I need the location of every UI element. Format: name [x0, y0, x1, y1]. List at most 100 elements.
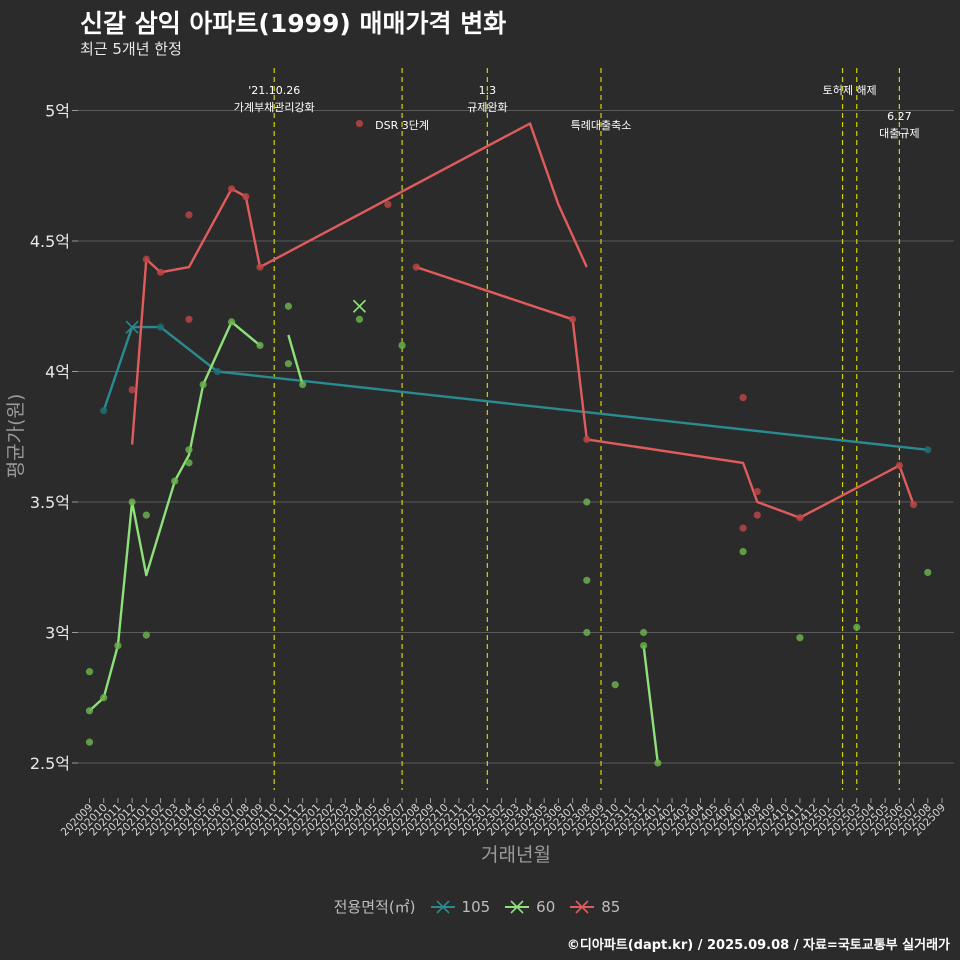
chart-title: 신갈 삼익 아파트(1999) 매매가격 변화	[80, 9, 507, 38]
data-point-60	[583, 628, 591, 637]
data-point-60	[185, 446, 193, 454]
data-point-60	[227, 318, 236, 326]
data-point-105	[156, 323, 165, 331]
event-label: 6.27	[887, 110, 912, 123]
event-label: 규제완화	[467, 101, 507, 114]
data-point-85	[242, 193, 250, 201]
legend-item-105: 105	[430, 897, 491, 917]
data-point-85	[739, 394, 747, 402]
data-point-60	[583, 498, 591, 506]
data-point-60	[128, 498, 136, 506]
data-point-60	[611, 681, 619, 689]
data-point-85	[227, 185, 236, 193]
event-label: 토허제 해제	[823, 83, 877, 97]
y-tick-label: 3억	[45, 624, 70, 643]
data-point-60	[398, 341, 406, 349]
source-caption: ©디아파트(dapt.kr) / 2025.09.08 / 자료=국토교통부 실…	[566, 938, 950, 953]
series-line-60	[642, 645, 659, 764]
data-point-60	[199, 380, 207, 389]
legend-item-60: 60	[504, 897, 555, 917]
grid-lines	[78, 110, 954, 764]
data-point-60	[142, 511, 150, 519]
data-point-85	[128, 386, 136, 394]
data-point-60	[355, 315, 364, 323]
data-point-85	[583, 435, 591, 443]
data-point-85	[412, 263, 420, 271]
data-point-105	[100, 407, 108, 415]
data-points	[85, 119, 932, 767]
legend: 전용면적(㎡) 105 60 85	[0, 896, 960, 917]
data-point-85	[185, 211, 193, 219]
legend-title: 전용면적(㎡)	[333, 898, 416, 916]
series-lines	[88, 122, 928, 764]
data-point-85	[796, 514, 804, 522]
event-label: 대출규제	[879, 127, 919, 140]
data-point-85	[355, 119, 364, 128]
cross-stroke	[125, 320, 139, 334]
data-point-105	[924, 446, 932, 454]
y-tick-label: 5억	[45, 102, 70, 121]
y-tick-label: 4억	[45, 363, 70, 382]
data-point-60	[796, 634, 804, 642]
data-point-60	[171, 477, 179, 485]
data-point-85	[753, 511, 761, 519]
series-line-60	[287, 334, 304, 385]
cross-stroke	[352, 299, 367, 313]
y-axis-label: 평균가(원)	[5, 394, 27, 479]
series-line-60	[88, 320, 261, 712]
data-point-60	[142, 631, 150, 639]
data-point-60	[739, 547, 747, 556]
data-point-60	[85, 668, 94, 676]
cross-marker-105	[125, 320, 139, 334]
data-point-60	[114, 641, 122, 650]
legend-label-60: 60	[536, 897, 556, 916]
legend-label-85: 85	[601, 897, 621, 916]
legend-item-85: 85	[569, 897, 620, 917]
data-point-60	[853, 623, 861, 631]
event-label: '21.10.26	[248, 84, 300, 97]
series-line-85-tail	[415, 265, 915, 519]
series-line-105	[102, 325, 928, 451]
data-point-60	[85, 738, 94, 746]
data-point-85	[256, 263, 264, 271]
event-label: 1.3	[479, 84, 497, 97]
data-point-60	[256, 341, 264, 349]
event-label: 가계부채관리강화	[234, 101, 315, 114]
legend-key-60-icon	[505, 899, 530, 914]
legend-label-105: 105	[461, 897, 491, 916]
event-label: 특례대출축소	[571, 119, 632, 132]
data-point-60	[299, 380, 307, 389]
event-label: DSR 3단계	[375, 119, 429, 132]
y-tick-label: 2.5억	[30, 754, 70, 773]
y-tick-label: 4.5억	[30, 232, 70, 251]
series-line-85	[130, 122, 588, 445]
data-point-60	[654, 759, 662, 767]
chart-subtitle: 최근 5개년 한정	[80, 40, 182, 58]
y-axis-ticks: 2.5억 3억 3.5억 4억 4.5억 5억	[30, 102, 78, 773]
data-point-60	[640, 628, 648, 637]
data-point-60	[185, 459, 193, 467]
data-point-60	[284, 360, 293, 368]
data-point-60	[924, 568, 932, 577]
data-point-85	[142, 255, 150, 263]
x-axis-label: 거래년월	[481, 844, 551, 866]
data-point-85	[909, 501, 918, 509]
x-axis-ticks: 2020092020102020112020122021012021022021…	[59, 798, 948, 838]
data-point-105	[213, 367, 221, 376]
data-point-85	[384, 200, 392, 209]
data-point-60	[640, 641, 648, 650]
data-point-60	[583, 576, 591, 584]
data-point-85	[568, 315, 577, 323]
cross-marker-60	[352, 299, 367, 313]
data-point-60	[85, 707, 94, 715]
data-point-85	[156, 268, 165, 276]
legend-key-85-icon	[570, 899, 595, 914]
y-tick-label: 3.5억	[30, 493, 70, 512]
legend-key-105-icon	[430, 899, 455, 914]
data-point-60	[284, 302, 293, 310]
data-point-85	[753, 487, 761, 496]
data-point-85	[185, 315, 193, 323]
data-point-60	[100, 694, 108, 702]
